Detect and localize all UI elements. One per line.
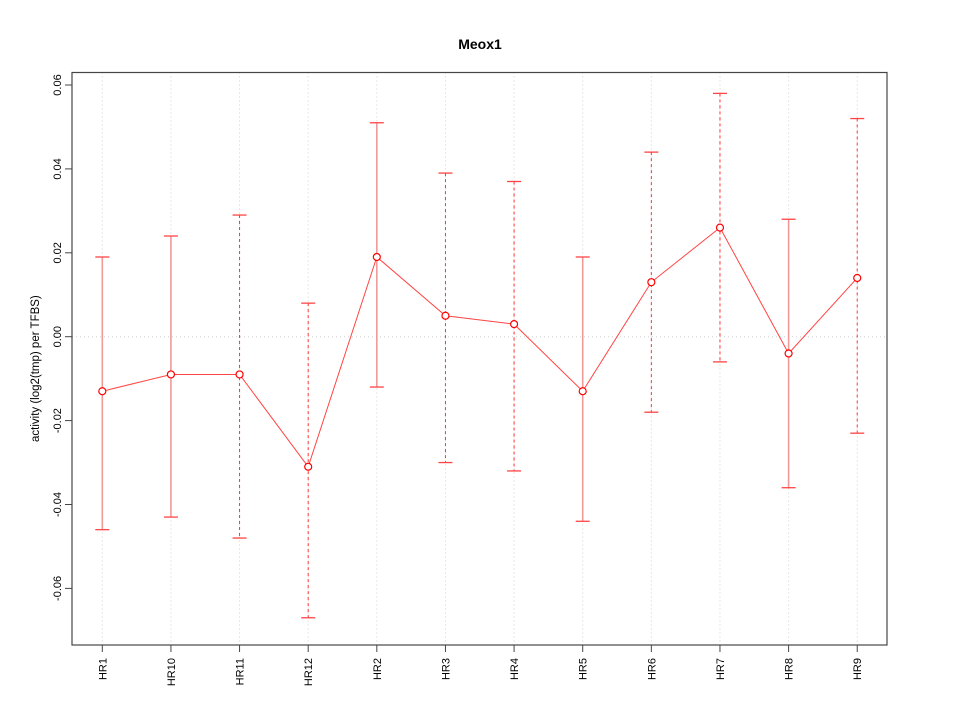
x-tick-label: HR1 xyxy=(97,658,109,680)
x-tick-label: HR10 xyxy=(166,658,178,686)
x-tick-label: HR12 xyxy=(303,658,315,686)
series-line xyxy=(102,226,858,468)
x-tick-label: HR9 xyxy=(852,658,864,680)
data-point xyxy=(509,320,519,329)
x-tick-label: HR4 xyxy=(509,658,521,680)
data-point xyxy=(784,349,793,358)
x-tick-label: HR7 xyxy=(715,658,727,680)
y-axis-title: activity (log2(tmp) per TFBS) xyxy=(30,295,42,442)
data-point xyxy=(304,462,313,471)
y-tick-label: -0.02 xyxy=(52,408,64,433)
y-tick-label: 0.00 xyxy=(52,326,64,347)
x-tick-label: HR3 xyxy=(440,658,452,680)
data-point xyxy=(166,370,176,379)
data-point xyxy=(647,278,656,287)
x-tick-label: HR11 xyxy=(235,658,247,685)
x-tick-label: HR8 xyxy=(784,658,796,680)
y-tick-label: 0.02 xyxy=(52,242,64,263)
y-tick-label: 0.04 xyxy=(52,158,64,179)
chart-title: Meox1 xyxy=(458,36,502,52)
data-point xyxy=(235,370,244,379)
x-tick-label: HR2 xyxy=(372,658,384,680)
y-tick-label: -0.04 xyxy=(52,492,64,517)
plot-border xyxy=(71,71,888,646)
data-point xyxy=(715,223,725,232)
data-point xyxy=(98,387,107,396)
data-point xyxy=(853,273,862,283)
y-tick-label: 0.06 xyxy=(52,74,64,95)
x-tick-label: HR6 xyxy=(646,658,658,680)
data-point xyxy=(578,387,587,396)
x-tick-label: HR5 xyxy=(578,658,590,680)
y-tick-label: -0.06 xyxy=(52,576,64,601)
data-point xyxy=(372,252,381,262)
data-point xyxy=(441,311,450,320)
